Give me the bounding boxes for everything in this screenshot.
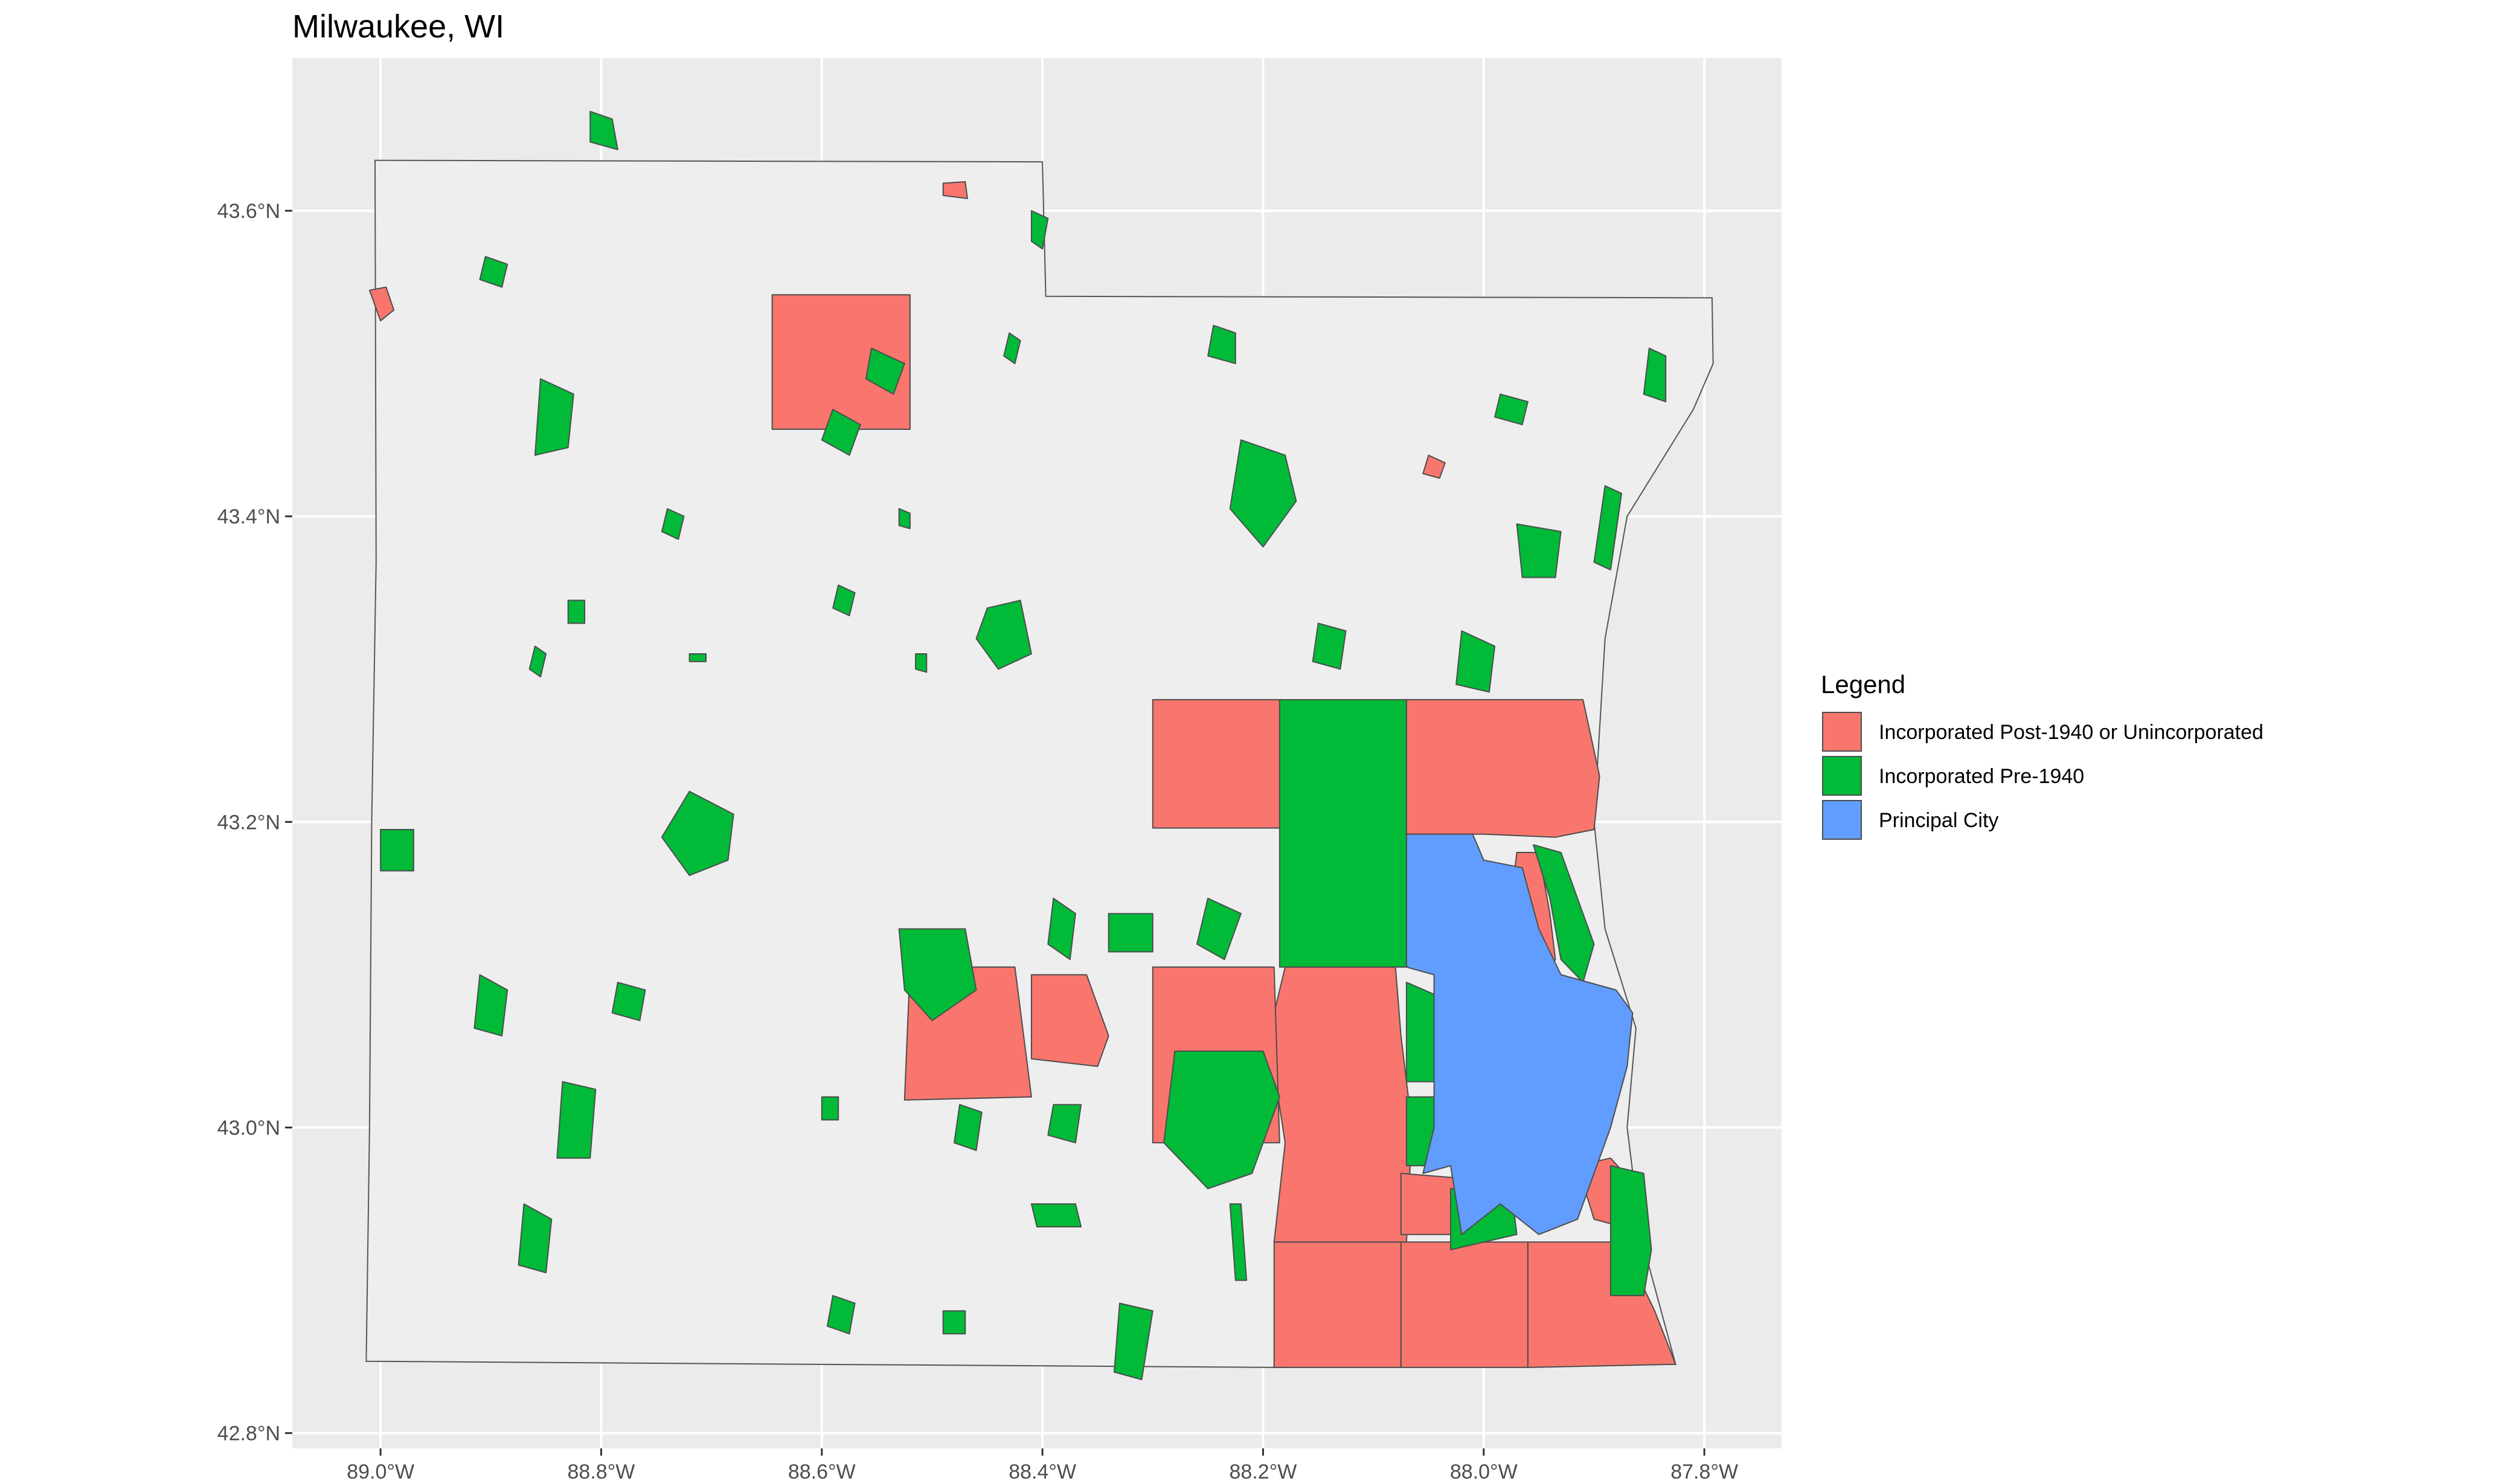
- legend-swatch: [1822, 756, 1862, 796]
- pre-1940-region: [589, 110, 618, 150]
- principal-city-region: [1405, 833, 1634, 1235]
- y-tick-label: 43.2°N: [217, 811, 280, 834]
- pre-1940-region: [1494, 393, 1529, 426]
- pre-1940-region: [1030, 210, 1049, 250]
- post-1940-region: [771, 294, 911, 430]
- post-1940-region: [942, 181, 968, 199]
- pre-1940-region: [826, 1294, 856, 1335]
- pre-1940-region: [898, 508, 911, 529]
- y-tick-label: 43.0°N: [217, 1117, 280, 1140]
- pre-1940-region: [688, 653, 707, 662]
- post-1940-region: [1400, 1241, 1529, 1368]
- pre-1940-region: [865, 347, 905, 395]
- legend-title: Legend: [1821, 670, 1905, 699]
- pre-1940-region: [661, 508, 685, 540]
- post-1940-region: [368, 286, 395, 322]
- x-axis: 89.0°W 88.8°W 88.6°W 88.4°W 88.2°W 88.0°W 87.8…: [347, 1448, 1738, 1483]
- post-1940-region: [1273, 1241, 1402, 1368]
- pre-1940-region: [1163, 1051, 1280, 1189]
- post-1940-region: [1030, 974, 1109, 1067]
- pre-1940-region: [954, 1104, 983, 1151]
- x-tick-label: 87.8°W: [1670, 1460, 1738, 1483]
- pre-1940-region: [1030, 1203, 1082, 1227]
- legend-label: Incorporated Pre-1940: [1879, 765, 2084, 788]
- pre-1940-region: [1229, 439, 1297, 548]
- pre-1940-region: [479, 256, 509, 288]
- pre-1940-region: [661, 790, 734, 876]
- pre-1940-region: [473, 974, 509, 1037]
- y-tick-label: 43.6°N: [217, 200, 280, 223]
- pre-1940-region: [1278, 699, 1407, 968]
- pre-1940-region: [898, 928, 977, 1022]
- post-1940-region: [1152, 699, 1280, 829]
- post-1940-region: [1268, 966, 1413, 1243]
- pre-1940-region: [821, 1096, 839, 1121]
- pre-1940-region: [556, 1081, 597, 1159]
- x-tick-label: 88.8°W: [568, 1460, 635, 1483]
- pre-1940-region: [1108, 913, 1153, 953]
- pre-1940-region: [518, 1203, 553, 1273]
- post-1940-region: [1422, 455, 1446, 479]
- municipality-regions: [368, 110, 1676, 1381]
- x-tick-label: 88.2°W: [1230, 1460, 1297, 1483]
- x-tick-label: 89.0°W: [347, 1460, 414, 1483]
- pre-1940-region: [1003, 332, 1021, 365]
- pre-1940-region: [1609, 1165, 1652, 1296]
- pre-1940-region: [942, 1310, 966, 1335]
- pre-1940-region: [534, 378, 574, 456]
- pre-1940-region: [380, 829, 414, 872]
- legend: Legend Incorporated Post-1940 or Unincor…: [1821, 670, 2263, 840]
- pre-1940-region: [832, 584, 856, 616]
- x-tick-label: 88.0°W: [1450, 1460, 1518, 1483]
- pre-1940-region: [1593, 485, 1623, 571]
- legend-swatch: [1822, 712, 1862, 752]
- y-tick-label: 42.8°N: [217, 1422, 280, 1445]
- pre-1940-region: [975, 600, 1032, 670]
- pre-1940-region: [1312, 622, 1347, 670]
- pre-1940-region: [915, 653, 928, 673]
- y-tick-label: 43.4°N: [217, 505, 280, 528]
- pre-1940-region: [1113, 1302, 1153, 1381]
- legend-label: Principal City: [1879, 809, 1998, 832]
- pre-1940-region: [1533, 844, 1595, 983]
- pre-1940-region: [1047, 897, 1076, 961]
- x-tick-label: 88.6°W: [788, 1460, 856, 1483]
- pre-1940-region: [1643, 347, 1667, 403]
- legend-swatch: [1822, 800, 1862, 840]
- pre-1940-region: [821, 409, 861, 456]
- pre-1940-region: [567, 600, 586, 624]
- pre-1940-region: [528, 645, 547, 677]
- pre-1940-region: [1047, 1104, 1082, 1143]
- pre-1940-region: [1196, 897, 1242, 961]
- y-axis: 43.6°N 43.4°N 43.2°N 43.0°N 42.8°N: [217, 200, 292, 1445]
- pre-1940-region: [1516, 523, 1562, 578]
- pre-1940-region: [611, 982, 646, 1022]
- pre-1940-region: [1229, 1203, 1248, 1281]
- post-1940-region: [1405, 699, 1600, 838]
- legend-label: Incorporated Post-1940 or Unincorporated: [1879, 721, 2263, 744]
- map-title: Milwaukee, WI: [292, 8, 504, 45]
- legend-entries: Incorporated Post-1940 or Unincorporated…: [1822, 712, 2263, 840]
- post-1940-region: [1527, 1241, 1676, 1368]
- x-tick-label: 88.4°W: [1009, 1460, 1076, 1483]
- pre-1940-region: [1207, 324, 1236, 365]
- pre-1940-region: [1455, 630, 1496, 693]
